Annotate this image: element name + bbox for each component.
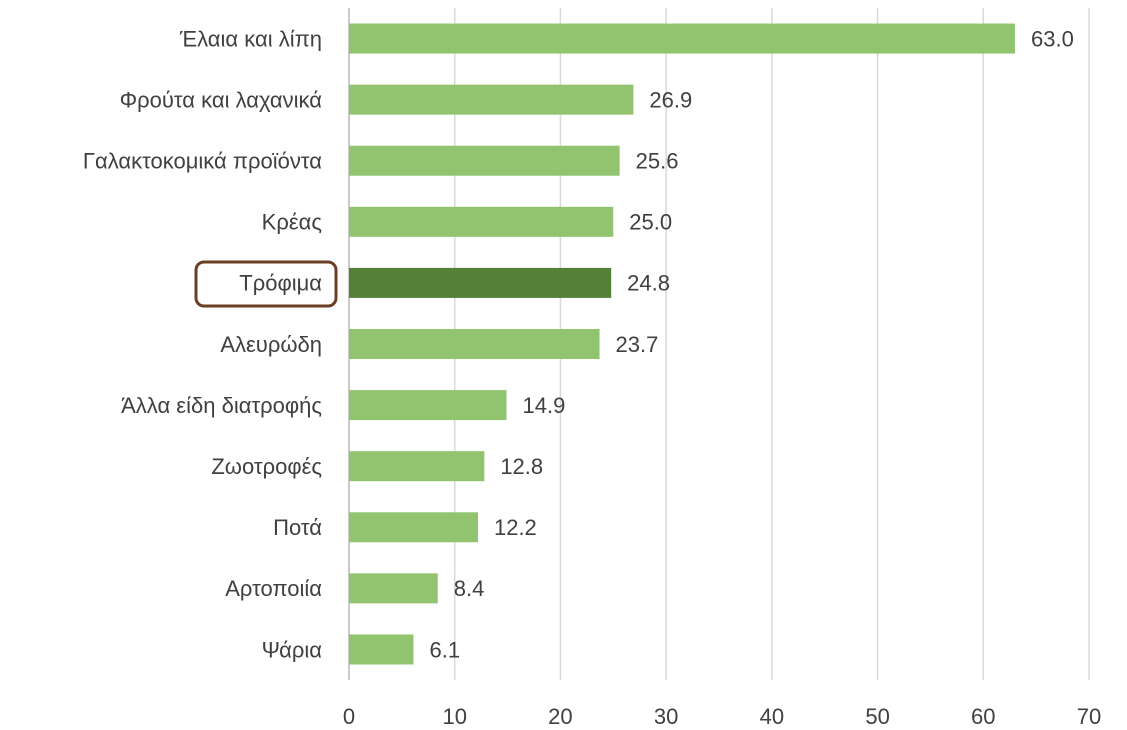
data-label: 12.8 [500, 454, 543, 479]
data-label: 26.9 [649, 87, 692, 112]
x-tick-label: 70 [1077, 704, 1101, 729]
y-tick-label: Κρέας [262, 210, 322, 235]
data-label: 63.0 [1031, 26, 1074, 51]
data-label: 12.2 [494, 515, 537, 540]
data-label: 24.8 [627, 271, 670, 296]
x-tick-label: 20 [548, 704, 572, 729]
x-tick-label: 50 [865, 704, 889, 729]
highlight-box [194, 260, 338, 308]
data-label: 23.7 [616, 332, 659, 357]
data-label: 25.6 [636, 149, 679, 174]
data-label: 25.0 [629, 210, 672, 235]
bar [349, 634, 414, 665]
bar [349, 512, 478, 543]
bar [349, 145, 620, 176]
y-tick-label: Ποτά [273, 515, 322, 540]
y-tick-label: Αρτοποιία [225, 576, 322, 601]
bar [349, 206, 614, 237]
data-label: 6.1 [429, 637, 460, 662]
data-label: 14.9 [523, 393, 566, 418]
y-tick-label: Φρούτα και λαχανικά [120, 87, 323, 112]
bar [349, 451, 485, 482]
y-tick-label: Έλαια και λίπη [179, 26, 322, 51]
y-tick-label: Γαλακτοκομικά προϊόντα [83, 149, 322, 174]
bar [349, 390, 507, 421]
bar [349, 23, 1015, 54]
data-label: 8.4 [454, 576, 485, 601]
x-tick-label: 60 [971, 704, 995, 729]
bar [349, 84, 634, 115]
y-tick-label: Αλευρώδη [220, 332, 322, 357]
bar [349, 329, 600, 359]
y-tick-label: Άλλα είδη διατροφής [121, 393, 322, 418]
x-tick-label: 0 [343, 704, 355, 729]
x-tick-label: 10 [442, 704, 466, 729]
x-tick-label: 30 [654, 704, 678, 729]
bar [349, 267, 612, 298]
bar [349, 573, 438, 604]
x-tick-label: 40 [760, 704, 784, 729]
y-tick-label: Τρόφιμα [239, 271, 322, 296]
y-tick-label: Ψάρια [262, 637, 323, 662]
y-tick-label: Ζωοτροφές [211, 454, 322, 479]
